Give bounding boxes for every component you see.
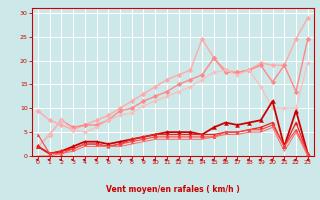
X-axis label: Vent moyen/en rafales ( km/h ): Vent moyen/en rafales ( km/h ) bbox=[106, 185, 240, 194]
